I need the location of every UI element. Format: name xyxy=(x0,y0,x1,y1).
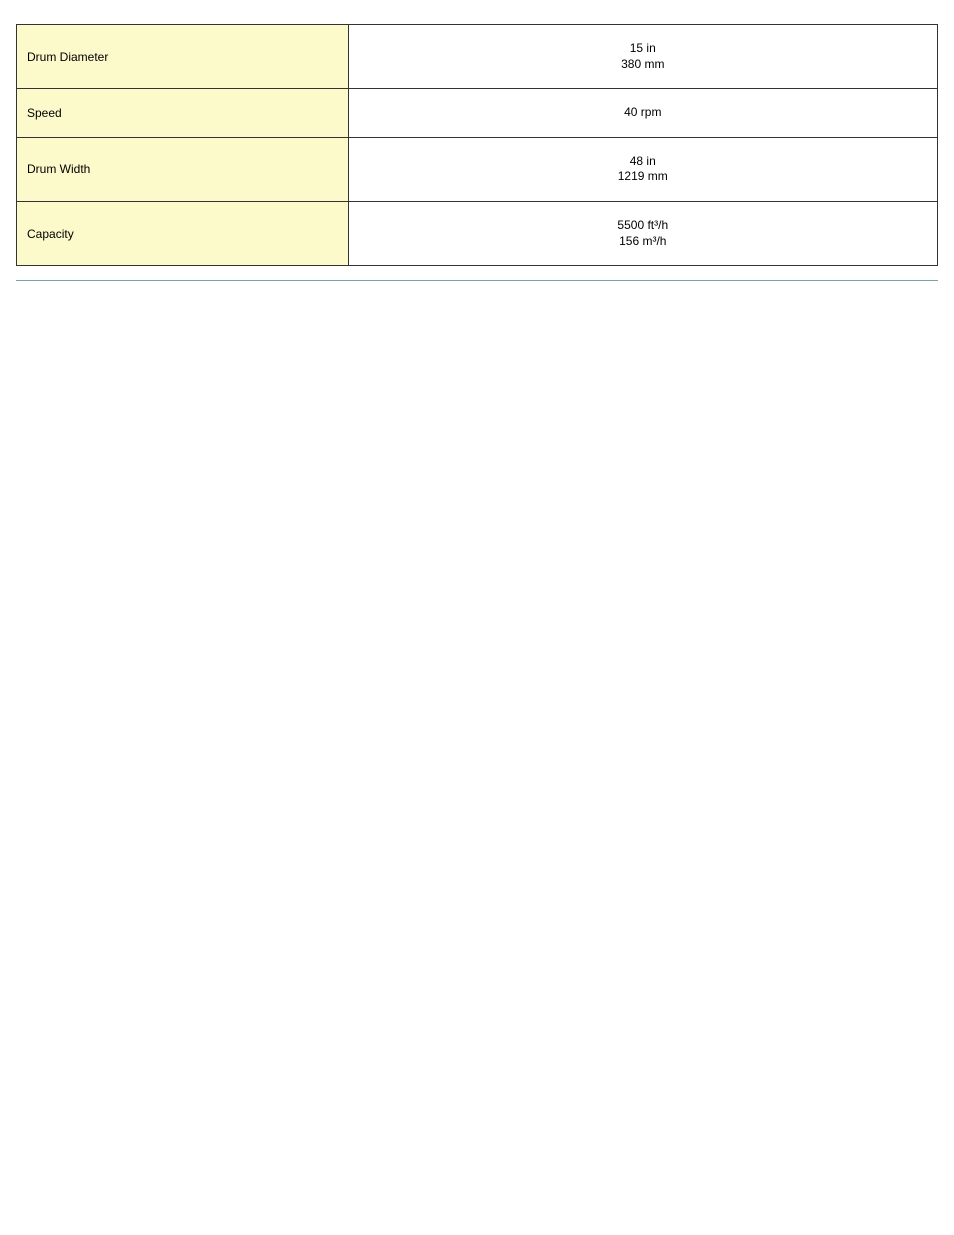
spec-value-line: 15 in xyxy=(359,41,927,57)
table-row: Drum Width 48 in 1219 mm xyxy=(17,137,938,201)
spec-label: Speed xyxy=(17,89,349,138)
spec-label: Drum Width xyxy=(17,137,349,201)
spec-value: 5500 ft³/h 156 m³/h xyxy=(348,201,937,265)
spec-value: 40 rpm xyxy=(348,89,937,138)
table-row: Drum Diameter 15 in 380 mm xyxy=(17,25,938,89)
table-row: Capacity 5500 ft³/h 156 m³/h xyxy=(17,201,938,265)
spec-label: Capacity xyxy=(17,201,349,265)
table-row: Speed 40 rpm xyxy=(17,89,938,138)
spec-value-line: 156 m³/h xyxy=(359,234,927,250)
spec-value: 15 in 380 mm xyxy=(348,25,937,89)
spec-table-body: Drum Diameter 15 in 380 mm Speed 40 rpm … xyxy=(17,25,938,266)
spec-table: Drum Diameter 15 in 380 mm Speed 40 rpm … xyxy=(16,24,938,266)
spec-value-line: 40 rpm xyxy=(359,105,927,121)
section-divider xyxy=(16,280,938,281)
spec-value: 48 in 1219 mm xyxy=(348,137,937,201)
spec-value-line: 5500 ft³/h xyxy=(359,218,927,234)
spec-value-line: 48 in xyxy=(359,154,927,170)
spec-label: Drum Diameter xyxy=(17,25,349,89)
spec-value-line: 1219 mm xyxy=(359,169,927,185)
spec-value-line: 380 mm xyxy=(359,57,927,73)
